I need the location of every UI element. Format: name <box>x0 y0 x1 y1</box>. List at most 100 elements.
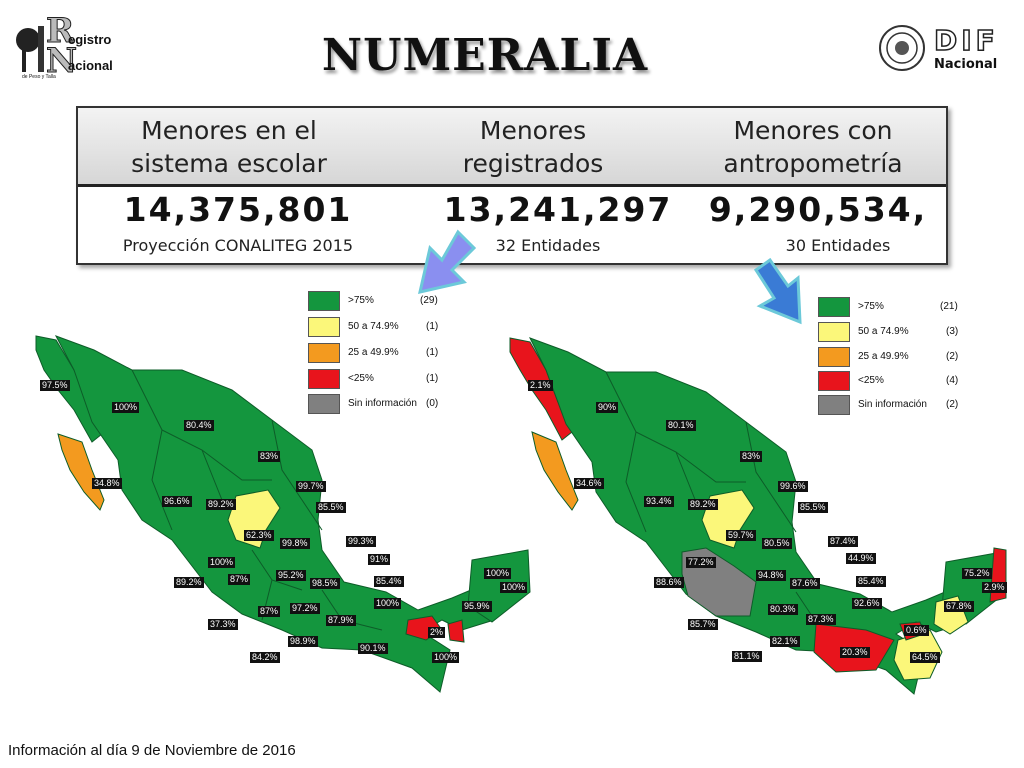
state-percent-label: 95.9% <box>462 601 492 612</box>
legend-swatch <box>308 394 340 414</box>
legend-count: (2) <box>946 351 959 362</box>
state-percent-label: 90% <box>596 402 619 413</box>
page-title: NUMERALIA <box>321 30 649 81</box>
note-registered: 32 Entidades <box>495 236 601 255</box>
state-percent-label: 97.2% <box>290 603 320 614</box>
state-percent-label: 85.7% <box>688 619 718 630</box>
legend-label: Sin información <box>348 398 417 409</box>
note-anthropometry: 30 Entidades <box>785 236 891 255</box>
legend-registered: >75% (29) 50 a 74.9% (1) 25 a 49.9% (1) … <box>308 291 448 414</box>
state-percent-label: 81.1% <box>732 651 762 662</box>
note-school: Proyección CONALITEG 2015 <box>122 236 354 255</box>
heading-line: Menores <box>479 116 587 145</box>
state-percent-label: 87.3% <box>806 614 836 625</box>
state-percent-label: 96.6% <box>162 496 192 507</box>
heading-line: registrados <box>462 149 604 178</box>
legend-count: (3) <box>946 326 959 337</box>
legend-label: 50 a 74.9% <box>348 321 399 332</box>
state-percent-label: 83% <box>258 451 281 462</box>
legend-swatch <box>818 395 850 415</box>
dif-logo-text: DIF <box>934 24 999 57</box>
state-percent-label: 20.3% <box>840 647 870 658</box>
legend-label: 50 a 74.9% <box>858 326 909 337</box>
state-percent-label: 64.5% <box>910 652 940 663</box>
state-percent-label: 2.1% <box>528 380 553 391</box>
state-percent-label: 99.6% <box>778 481 808 492</box>
state-percent-label: 80.5% <box>762 538 792 549</box>
state-percent-label: 37.3% <box>208 619 238 630</box>
state-percent-label: 97.5% <box>40 380 70 391</box>
state-percent-label: 2% <box>428 627 446 638</box>
legend-anthropometry: >75% (21) 50 a 74.9% (3) 25 a 49.9% (2) … <box>818 297 968 419</box>
logo-letter-r: R <box>46 11 75 51</box>
state-percent-label: 67.8% <box>944 601 974 612</box>
state-percent-label: 100% <box>484 568 512 579</box>
logo-letter-n: N <box>46 41 77 80</box>
state-percent-label: 100% <box>432 652 460 663</box>
legend-swatch <box>308 343 340 363</box>
state-percent-label: 87.4% <box>828 536 858 547</box>
state-percent-label: 89.2% <box>688 499 718 510</box>
legend-label: <25% <box>348 373 374 384</box>
heading-line: Menores en el <box>141 116 317 145</box>
legend-swatch <box>818 371 850 391</box>
logo-word-nacional: acional <box>68 58 113 73</box>
state-percent-label: 100% <box>112 402 140 413</box>
state-percent-label: 87% <box>258 606 281 617</box>
state-percent-label: 100% <box>208 557 236 568</box>
legend-label: 25 a 49.9% <box>348 347 399 358</box>
stats-table: Menores en el sistema escolar Menores re… <box>76 106 948 265</box>
registro-nacional-logo: R N egistro acional de Peso y Talla <box>8 6 120 82</box>
state-percent-label: 2.9% <box>982 582 1007 593</box>
state-percent-label: 80.3% <box>768 604 798 615</box>
state-percent-label: 87% <box>228 574 251 585</box>
state-percent-label: 100% <box>500 582 528 593</box>
legend-count: (4) <box>946 375 959 386</box>
state-percent-label: 87.9% <box>326 615 356 626</box>
heading-line: Menores con <box>733 116 893 145</box>
state-percent-label: 75.2% <box>962 568 992 579</box>
legend-count: (1) <box>426 373 439 384</box>
legend-count: (29) <box>420 295 438 306</box>
state-percent-label: 82.1% <box>770 636 800 647</box>
state-percent-label: 44.9% <box>846 553 876 564</box>
state-percent-label: 80.1% <box>666 420 696 431</box>
state-percent-label: 99.8% <box>280 538 310 549</box>
state-percent-label: 80.4% <box>184 420 214 431</box>
map-shape <box>35 335 531 693</box>
state-percent-label: 34.6% <box>574 478 604 489</box>
state-percent-label: 88.6% <box>654 577 684 588</box>
column-heading-school: Menores en el sistema escolar <box>86 114 372 180</box>
legend-swatch <box>308 317 340 337</box>
state-percent-label: 99.3% <box>346 536 376 547</box>
legend-label: >75% <box>348 295 374 306</box>
state-percent-label: 89.2% <box>174 577 204 588</box>
dif-logo-subtext: Nacional <box>934 57 997 72</box>
legend-label: >75% <box>858 301 884 312</box>
value-anthropometry: 9,290,534, <box>708 190 928 229</box>
legend-swatch <box>308 291 340 311</box>
state-percent-label: 85.4% <box>856 576 886 587</box>
value-registered: 13,241,297 <box>443 190 673 229</box>
state-percent-label: 94.8% <box>756 570 786 581</box>
state-percent-label: 89.2% <box>206 499 236 510</box>
state-percent-label: 95.2% <box>276 570 306 581</box>
state-percent-label: 34.8% <box>92 478 122 489</box>
state-percent-label: 91% <box>368 554 391 565</box>
logo-word-registro: egistro <box>68 32 111 47</box>
column-heading-registered: Menores registrados <box>408 114 658 180</box>
state-percent-label: 99.7% <box>296 481 326 492</box>
state-percent-label: 90.1% <box>358 643 388 654</box>
dif-nacional-logo: DIF Nacional <box>878 20 1018 76</box>
legend-label: Sin información <box>858 399 927 410</box>
legend-swatch <box>818 347 850 367</box>
state-percent-label: 98.5% <box>310 578 340 589</box>
state-percent-label: 85.4% <box>374 576 404 587</box>
legend-count: (21) <box>940 301 958 312</box>
state-percent-label: 85.5% <box>798 502 828 513</box>
state-percent-label: 83% <box>740 451 763 462</box>
state-percent-label: 93.4% <box>644 496 674 507</box>
state-percent-label: 100% <box>374 598 402 609</box>
state-percent-label: 85.5% <box>316 502 346 513</box>
legend-label: <25% <box>858 375 884 386</box>
